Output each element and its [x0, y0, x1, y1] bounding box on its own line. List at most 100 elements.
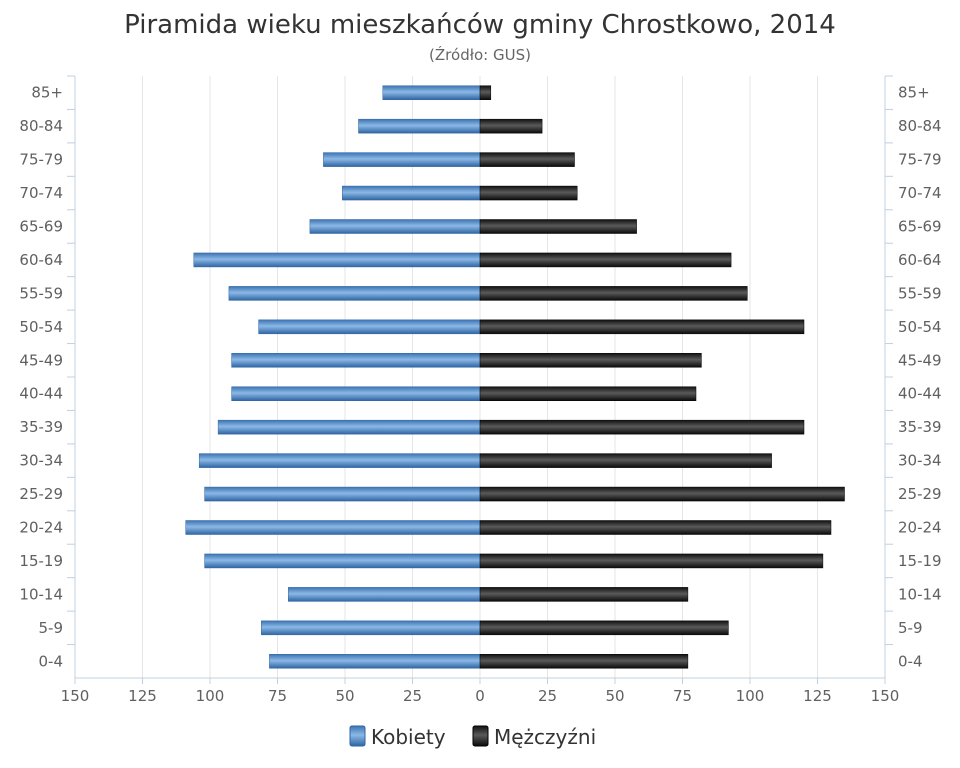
bar-mezczyzni[interactable] [479, 353, 702, 368]
grid-lines [67, 75, 893, 684]
bar-kobiety[interactable] [193, 252, 481, 268]
bar-mezczyzni[interactable] [479, 654, 689, 669]
category-label-right: 10-14 [898, 585, 942, 603]
bar-kobiety[interactable] [204, 553, 481, 569]
category-label-left: 60-64 [19, 251, 63, 269]
x-tick-label: 150 [871, 687, 900, 705]
category-label-right: 15-19 [898, 552, 942, 570]
category-label-right: 70-74 [898, 184, 942, 202]
bar-kobiety[interactable] [269, 654, 481, 669]
bar-kobiety[interactable] [261, 620, 481, 636]
legend-label-mezczyzni: Mężczyźni [494, 725, 596, 749]
category-label-left: 25-29 [19, 485, 63, 503]
x-tick-label: 25 [403, 687, 422, 705]
category-label-right: 20-24 [898, 519, 942, 537]
bar-mezczyzni[interactable] [479, 118, 543, 134]
category-labels-left: 85+ 80-84 75-79 70-74 65-69 60-64 55-59 50-54 45… [19, 84, 63, 671]
category-label-left: 20-24 [19, 519, 63, 537]
category-label-left: 50-54 [19, 318, 63, 336]
category-label-right: 80-84 [898, 117, 942, 135]
category-label-right: 65-69 [898, 218, 942, 236]
category-label-left: 85+ [31, 84, 63, 102]
bar-mezczyzni[interactable] [479, 152, 575, 167]
category-label-right: 85+ [898, 84, 930, 102]
bar-kobiety[interactable] [323, 152, 481, 167]
category-label-right: 5-9 [898, 619, 923, 637]
bar-kobiety[interactable] [382, 85, 481, 100]
category-label-left: 40-44 [19, 385, 63, 403]
chart-subtitle: (Źródło: GUS) [429, 45, 531, 64]
x-tick-label: 100 [736, 687, 765, 705]
category-label-left: 15-19 [19, 552, 63, 570]
bar-mezczyzni[interactable] [479, 286, 748, 301]
bar-kobiety[interactable] [258, 319, 481, 335]
legend-label-kobiety: Kobiety [371, 725, 446, 749]
category-label-left: 0-4 [39, 652, 64, 670]
bar-mezczyzni[interactable] [479, 453, 772, 468]
bar-mezczyzni[interactable] [479, 587, 689, 602]
x-tick-label: 0 [475, 687, 485, 705]
x-tick-label: 50 [605, 687, 624, 705]
category-label-right: 0-4 [898, 652, 923, 670]
category-label-right: 40-44 [898, 385, 942, 403]
bar-kobiety[interactable] [198, 453, 481, 468]
bar-mezczyzni[interactable] [479, 620, 729, 636]
category-labels-right: 85+ 80-84 75-79 70-74 65-69 60-64 55-59 50-54 45… [898, 84, 942, 671]
category-label-right: 30-34 [898, 452, 942, 470]
category-label-left: 45-49 [19, 351, 63, 369]
bar-kobiety[interactable] [185, 520, 481, 535]
x-tick-label: 125 [803, 687, 832, 705]
x-tick-label: 25 [538, 687, 557, 705]
bar-mezczyzni[interactable] [479, 486, 845, 502]
legend-swatch-mezczyzni [472, 725, 489, 747]
bar-kobiety[interactable] [358, 118, 481, 134]
bar-mezczyzni[interactable] [479, 219, 637, 234]
category-label-right: 25-29 [898, 485, 942, 503]
x-tick-label: 125 [128, 687, 157, 705]
bar-kobiety[interactable] [228, 286, 481, 301]
category-label-left: 80-84 [19, 117, 63, 135]
category-label-right: 50-54 [898, 318, 942, 336]
category-label-left: 35-39 [19, 418, 63, 436]
bar-mezczyzni[interactable] [479, 386, 697, 401]
x-tick-label: 75 [268, 687, 287, 705]
bar-kobiety[interactable] [217, 419, 481, 435]
x-tick-labels: 150 125 100 75 50 25 0 25 50 75 100 125 150 [61, 687, 900, 705]
category-label-left: 10-14 [19, 585, 63, 603]
bar-mezczyzni[interactable] [479, 520, 832, 535]
bar-mezczyzni[interactable] [479, 553, 824, 569]
bar-mezczyzni[interactable] [479, 319, 805, 335]
category-label-left: 5-9 [39, 619, 64, 637]
bar-mezczyzni[interactable] [479, 185, 578, 201]
category-label-left: 75-79 [19, 151, 63, 169]
legend-item-mezczyzni[interactable]: Mężczyźni [472, 725, 596, 749]
bar-kobiety[interactable] [309, 219, 481, 234]
legend: Kobiety Mężczyźni [349, 725, 596, 749]
bar-mezczyzni[interactable] [479, 419, 805, 435]
bar-mezczyzni[interactable] [479, 85, 492, 100]
bar-kobiety[interactable] [204, 486, 481, 502]
category-label-left: 30-34 [19, 452, 63, 470]
category-label-right: 35-39 [898, 418, 942, 436]
bars [185, 85, 845, 669]
bar-mezczyzni[interactable] [479, 252, 732, 268]
legend-swatch-kobiety [349, 725, 366, 747]
x-tick-label: 150 [61, 687, 90, 705]
bar-kobiety[interactable] [231, 386, 481, 401]
chart-title: Piramida wieku mieszkańców gminy Chrostk… [124, 10, 836, 40]
x-tick-label: 100 [196, 687, 225, 705]
legend-item-kobiety[interactable]: Kobiety [349, 725, 446, 749]
bar-kobiety[interactable] [342, 185, 481, 201]
category-label-left: 65-69 [19, 218, 63, 236]
bar-kobiety[interactable] [231, 353, 481, 368]
x-tick-label: 50 [335, 687, 354, 705]
category-label-right: 60-64 [898, 251, 942, 269]
category-label-left: 70-74 [19, 184, 63, 202]
category-label-right: 75-79 [898, 151, 942, 169]
category-label-right: 45-49 [898, 351, 942, 369]
axes [74, 76, 886, 679]
category-label-left: 55-59 [19, 284, 63, 302]
x-tick-label: 75 [673, 687, 692, 705]
bar-kobiety[interactable] [288, 587, 481, 602]
